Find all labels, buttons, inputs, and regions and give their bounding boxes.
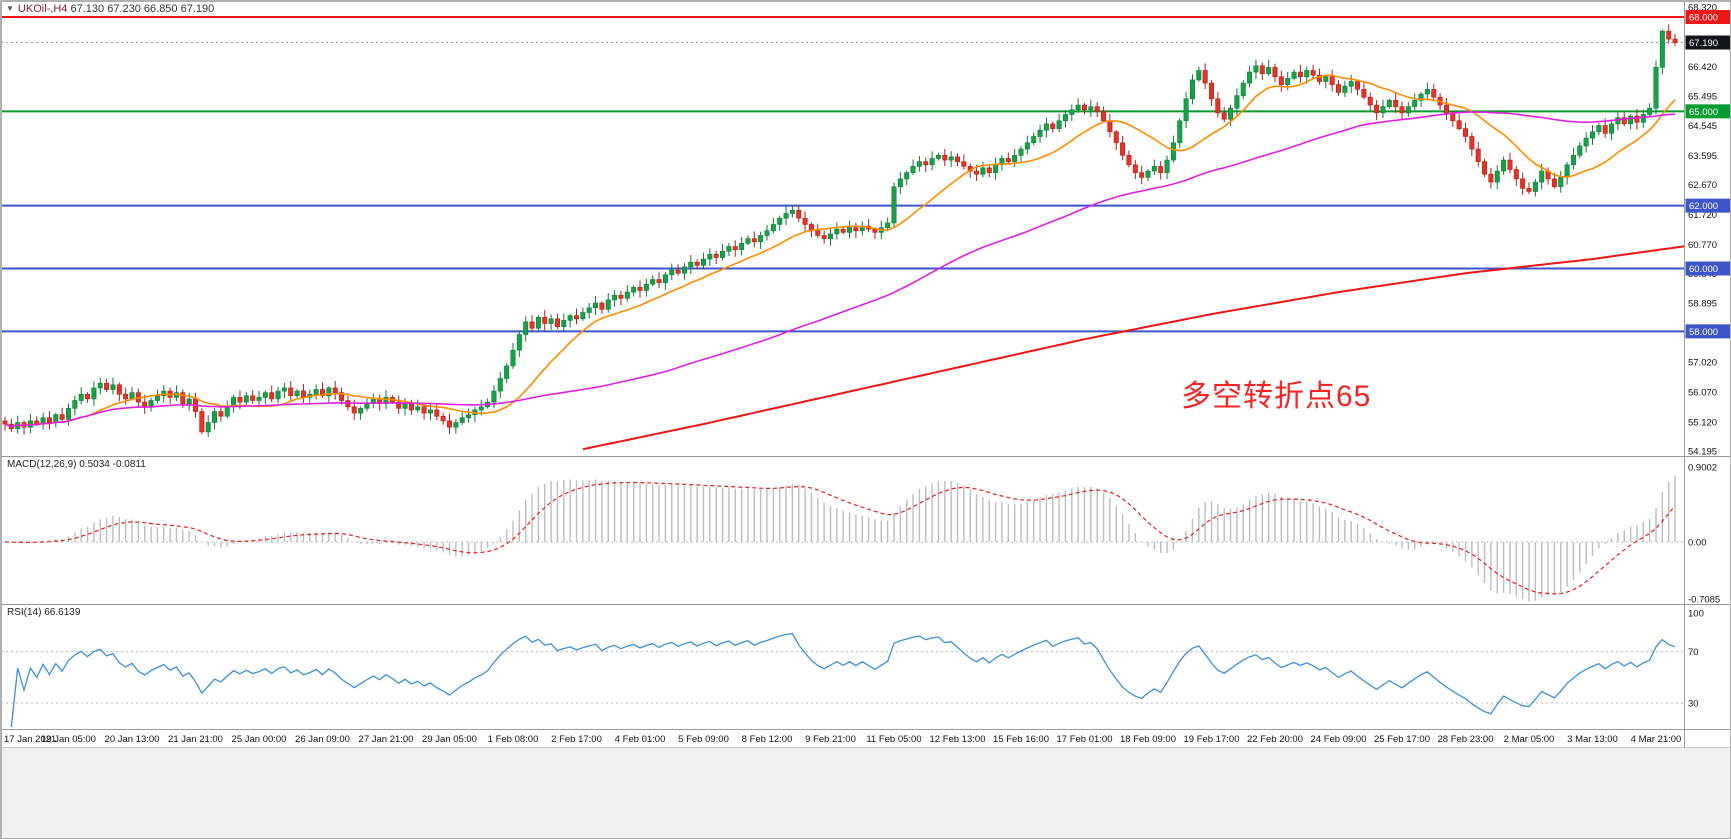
- price-axis-label: 61.720: [1688, 210, 1717, 221]
- price-badge: 68.000: [1689, 13, 1718, 24]
- symbol-timeframe-label: UKOil-,H4: [17, 3, 68, 15]
- time-axis-label: 28 Feb 23:00: [1438, 734, 1494, 745]
- time-axis-label: 24 Feb 09:00: [1311, 734, 1367, 745]
- time-axis-label: 21 Jan 21:00: [168, 734, 223, 745]
- symbol-dropdown-icon[interactable]: ▼: [6, 4, 14, 13]
- macd-indicator-label: MACD(12,26,9) 0.5034 -0.0811: [7, 459, 146, 470]
- time-axis-label: 2 Mar 05:00: [1504, 734, 1555, 745]
- price-badge: 58.000: [1689, 327, 1718, 338]
- axis-badges: 68.000 65.000 62.000 60.000 58.000 67.190: [1685, 10, 1730, 339]
- bottom-empty-strip: [1, 748, 1730, 838]
- chart-title: ▼ UKOil-,H4 67.130 67.230 66.850 67.190: [6, 3, 214, 15]
- price-axis-label: 57.020: [1688, 358, 1717, 369]
- time-axis-label: 8 Feb 12:00: [742, 734, 793, 745]
- price-axis-label: 66.420: [1688, 62, 1717, 73]
- macd-histogram: [10, 475, 1676, 602]
- price-axis-label: 56.070: [1688, 388, 1717, 399]
- time-axis-label: 25 Feb 17:00: [1374, 734, 1430, 745]
- time-axis-label: 11 Feb 05:00: [866, 734, 921, 745]
- time-axis-label: 20 Jan 13:00: [105, 734, 160, 745]
- time-axis-label: 3 Mar 13:00: [1567, 734, 1618, 745]
- time-axis-label: 17 Feb 01:00: [1057, 734, 1113, 745]
- ohlc-values: 67.130 67.230 66.850 67.190: [70, 3, 215, 15]
- price-axis-label: 58.895: [1688, 299, 1717, 310]
- price-axis-label: 54.195: [1688, 446, 1717, 457]
- time-axis-label: 15 Feb 16:00: [993, 734, 1049, 745]
- time-axis-label: 29 Jan 05:00: [422, 734, 477, 745]
- rsi-indicator-label: RSI(14) 66.6139: [7, 607, 81, 618]
- main-chart-plot[interactable]: [1, 16, 1694, 451]
- price-badge: 65.000: [1689, 107, 1718, 118]
- time-axis-label: 18 Feb 09:00: [1120, 734, 1176, 745]
- time-axis-label: 9 Feb 21:00: [805, 734, 856, 745]
- time-axis-label: 2 Feb 17:00: [551, 734, 602, 745]
- rsi-panel[interactable]: [1, 632, 1684, 728]
- rsi-axis-label: 100: [1688, 609, 1704, 620]
- price-axis-label: 62.670: [1688, 180, 1717, 191]
- macd-axis-label: 0.9002: [1688, 463, 1717, 474]
- annotation-text: 多空转折点65: [1181, 380, 1372, 413]
- macd-panel[interactable]: [1, 475, 1684, 602]
- price-badge: 67.190: [1689, 38, 1718, 49]
- time-axis-label: 4 Mar 21:00: [1631, 734, 1682, 745]
- time-axis-label: 5 Feb 09:00: [678, 734, 729, 745]
- rsi-line: [10, 632, 1676, 728]
- macd-axis-label: -0.7085: [1688, 595, 1720, 606]
- time-axis-label: 12 Feb 13:00: [930, 734, 986, 745]
- price-axis-label: 60.770: [1688, 240, 1717, 251]
- macd-axis: 0.9002 0.00 -0.7085: [1688, 463, 1720, 606]
- macd-axis-label: 0.00: [1688, 538, 1707, 549]
- price-axis-label: 64.545: [1688, 121, 1717, 132]
- time-axis-label: 26 Jan 09:00: [295, 734, 350, 745]
- time-axis-label: 17 Jan 2021: [4, 734, 56, 745]
- price-badge: 60.000: [1689, 264, 1718, 275]
- ma-slow-line: [582, 245, 1684, 451]
- time-axis-label: 22 Feb 20:00: [1247, 734, 1303, 745]
- price-axis-label: 55.120: [1688, 417, 1717, 428]
- price-axis-label: 68.320: [1688, 3, 1717, 14]
- price-badge: 62.000: [1689, 201, 1718, 212]
- price-axis-label: 63.595: [1688, 151, 1717, 162]
- time-axis-label: 1 Feb 08:00: [488, 734, 539, 745]
- ma-medium-line: [4, 111, 1676, 428]
- time-axis-label: 19 Jan 05:00: [41, 734, 96, 745]
- time-axis-label: 19 Feb 17:00: [1184, 734, 1240, 745]
- time-axis-label: 27 Jan 21:00: [359, 734, 414, 745]
- rsi-axis: 100 70 30: [1688, 609, 1704, 710]
- rsi-axis-label: 70: [1688, 647, 1699, 658]
- price-axis-label: 65.495: [1688, 91, 1717, 102]
- rsi-axis-label: 30: [1688, 699, 1699, 710]
- time-axis-label: 25 Jan 00:00: [232, 734, 287, 745]
- time-axis-label: 4 Feb 01:00: [615, 734, 666, 745]
